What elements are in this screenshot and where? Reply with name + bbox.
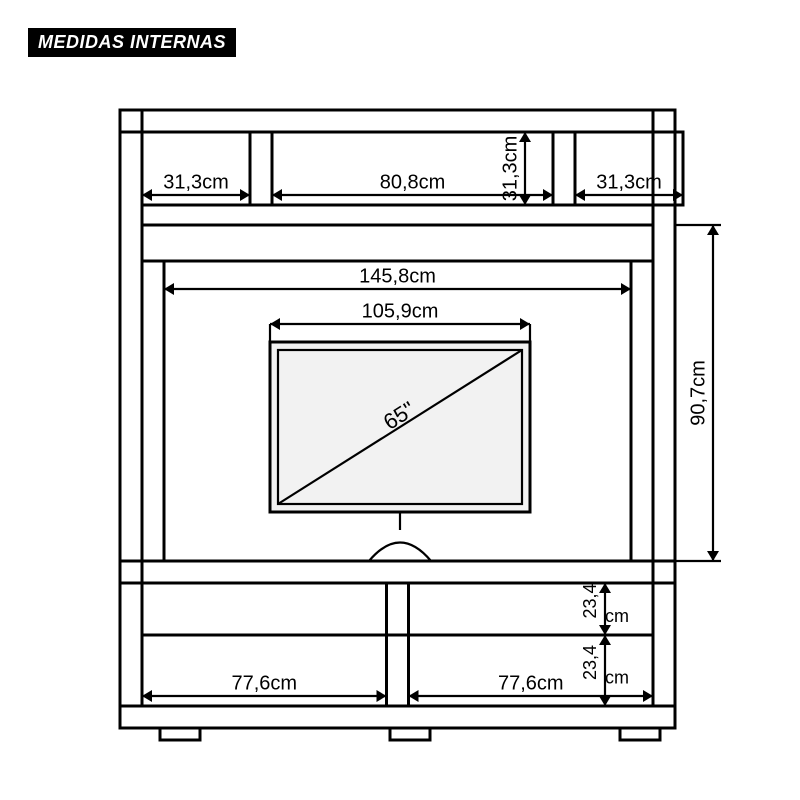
dimension-label: cm xyxy=(605,667,629,687)
dimension-label: 31,3cm xyxy=(163,171,229,193)
dimension-label: 105,9cm xyxy=(362,300,439,322)
dimension-label: 77,6cm xyxy=(498,672,564,694)
dimension-label: 80,8cm xyxy=(380,171,446,193)
dimension-label: cm xyxy=(605,606,629,626)
dimension-label: 23,4 xyxy=(580,645,600,680)
tv-group: 65" xyxy=(270,342,530,561)
dimension-label: 23,4 xyxy=(580,583,600,618)
dimension-label: 145,8cm xyxy=(359,265,436,287)
dimension-label: 31,3cm xyxy=(499,136,521,202)
dimension-label: 77,6cm xyxy=(231,672,297,694)
dimension-label: 90,7cm xyxy=(687,360,709,426)
diagram-svg: 65" 31,3cm 80,8cm 31,3cm 31,3cm 145,8cm 105,9… xyxy=(0,0,800,800)
dimension-label: 31,3cm xyxy=(596,171,662,193)
